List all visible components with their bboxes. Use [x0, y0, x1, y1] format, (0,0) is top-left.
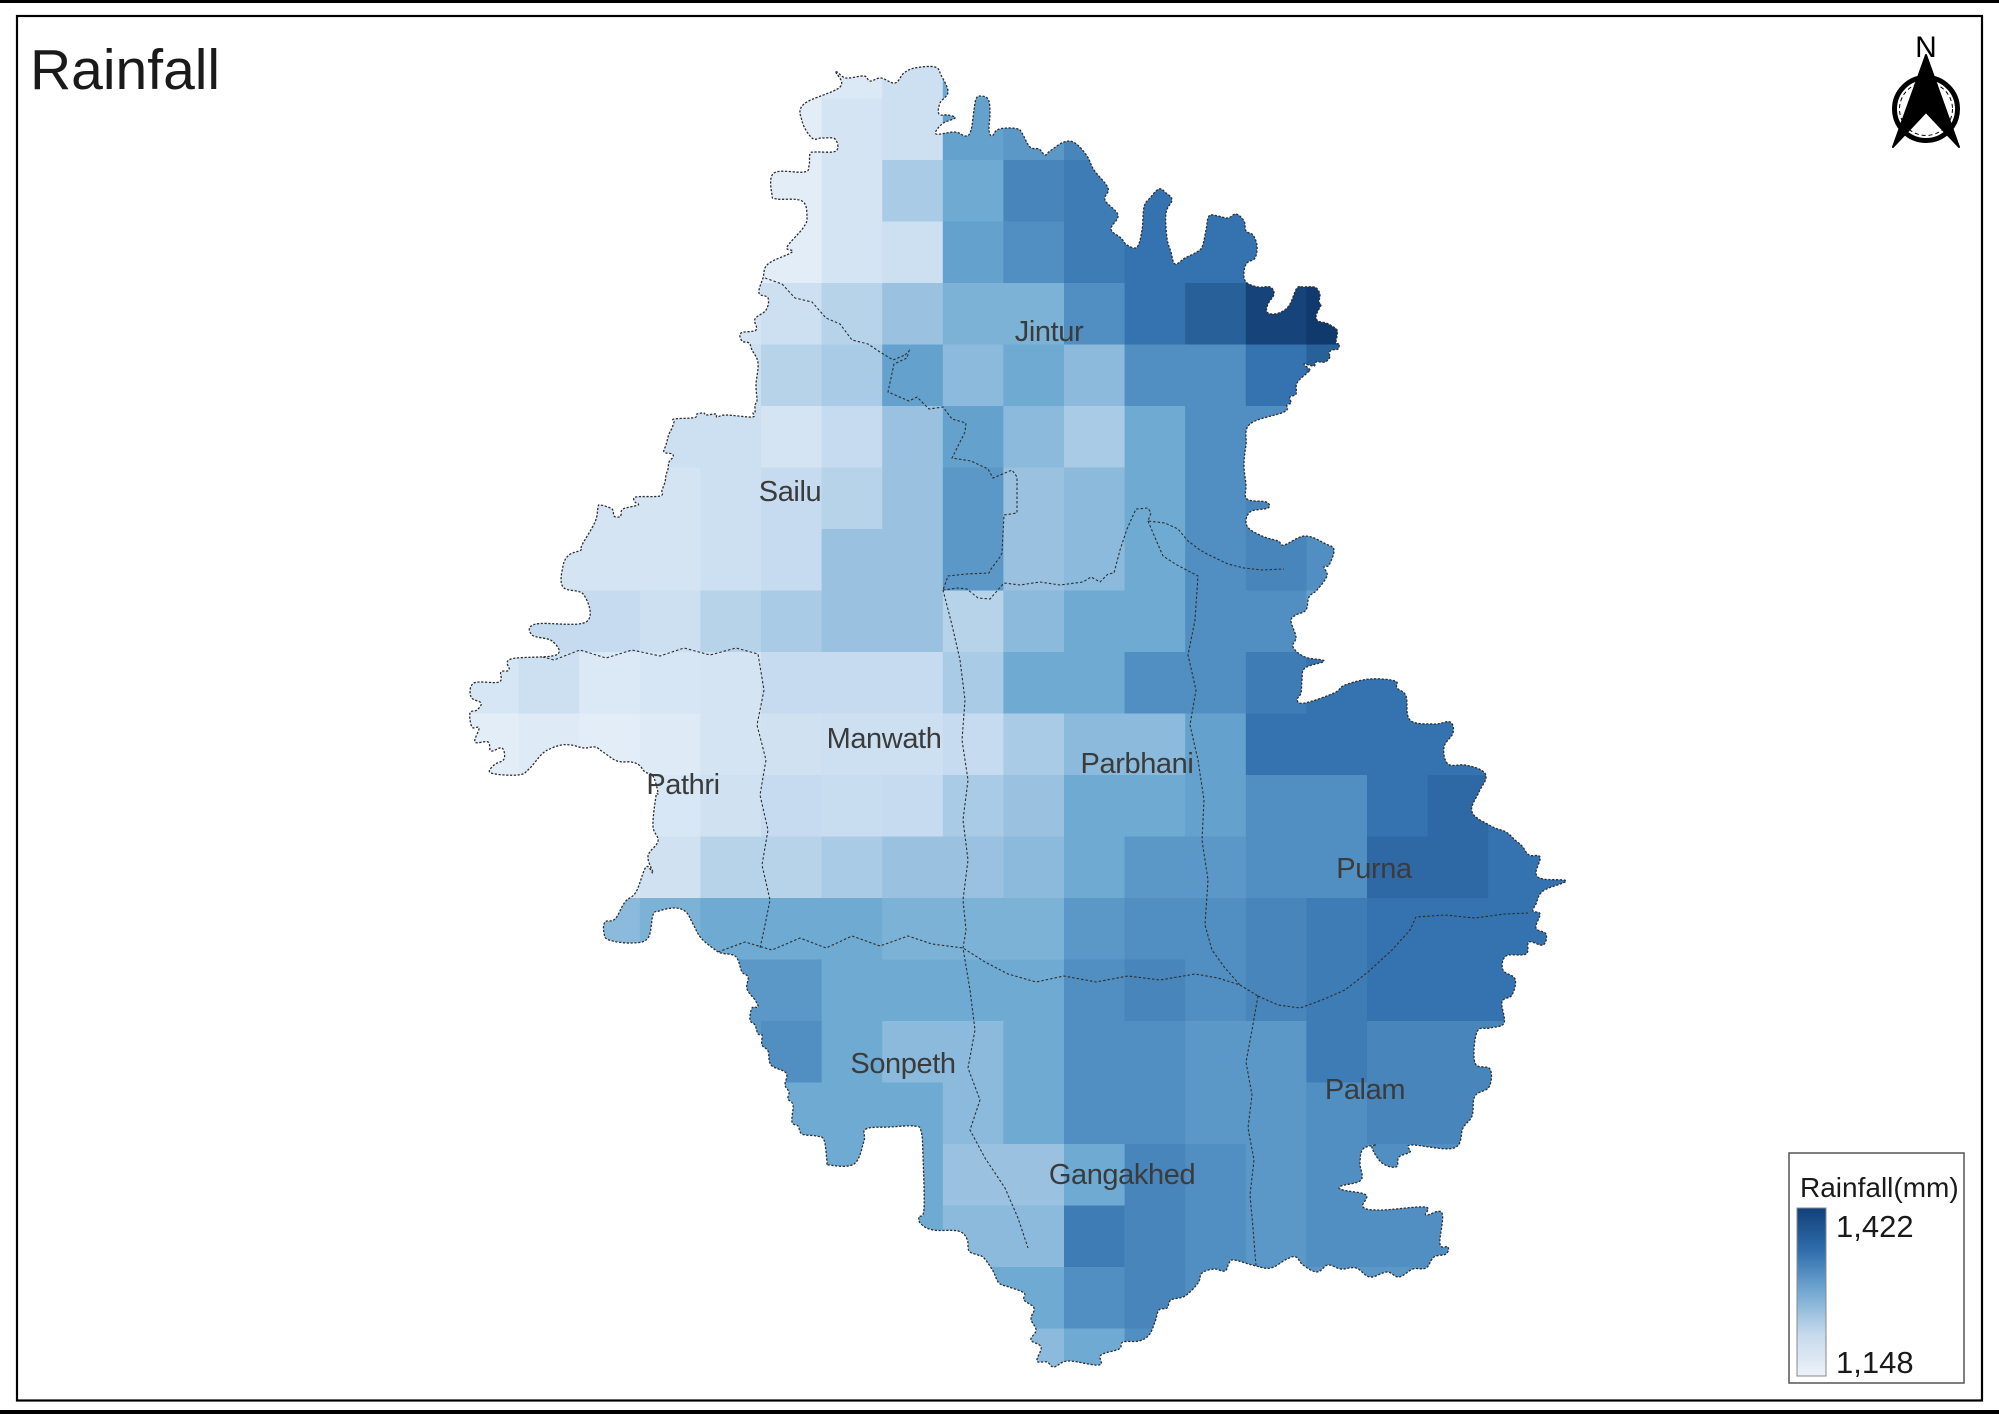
- svg-text:Sailu: Sailu: [759, 476, 822, 508]
- svg-text:Rainfall(mm): Rainfall(mm): [1800, 1172, 1959, 1203]
- svg-text:N: N: [1915, 31, 1937, 64]
- svg-text:1,422: 1,422: [1836, 1209, 1914, 1244]
- svg-text:Manwath: Manwath: [827, 723, 942, 755]
- svg-text:Gangakhed: Gangakhed: [1049, 1159, 1195, 1191]
- svg-text:Parbhani: Parbhani: [1081, 748, 1194, 780]
- svg-text:Jintur: Jintur: [1015, 316, 1084, 348]
- svg-text:Pathri: Pathri: [646, 769, 719, 801]
- svg-text:Purna: Purna: [1336, 853, 1413, 885]
- svg-text:Sonpeth: Sonpeth: [850, 1048, 955, 1080]
- svg-text:Palam: Palam: [1325, 1074, 1405, 1106]
- svg-text:1,148: 1,148: [1836, 1345, 1914, 1380]
- svg-text:Rainfall: Rainfall: [30, 38, 220, 102]
